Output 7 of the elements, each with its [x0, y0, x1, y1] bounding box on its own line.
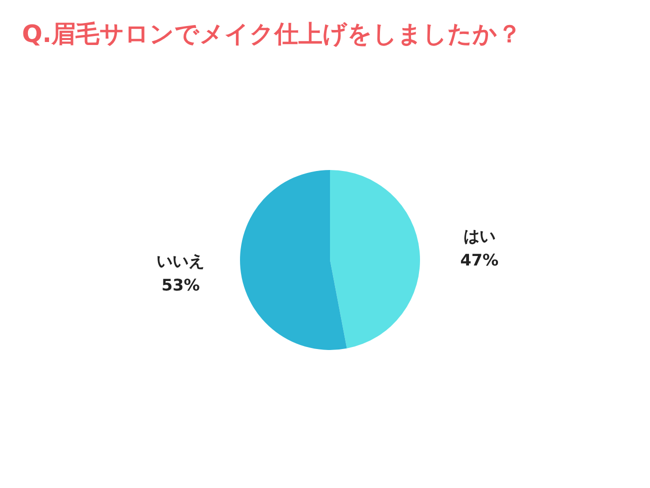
chart-title: Q.眉毛サロンでメイク仕上げをしましたか？	[22, 20, 522, 48]
slice-label: はい	[463, 226, 496, 246]
data-label: 47%	[460, 250, 499, 270]
pie-slice	[330, 170, 420, 348]
pie-slice	[240, 170, 347, 350]
data-label: 53%	[161, 276, 200, 295]
slice-label: いいえ	[156, 252, 205, 271]
